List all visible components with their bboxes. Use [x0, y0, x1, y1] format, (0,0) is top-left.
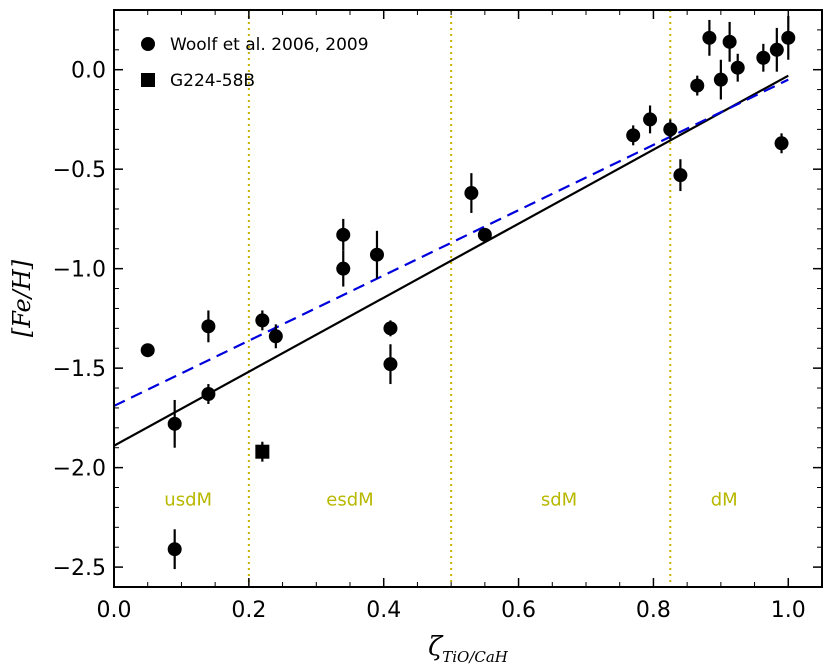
solid-fit-line — [114, 74, 789, 447]
y-tick-label: −1.5 — [53, 357, 106, 382]
region-label-dM: dM — [711, 489, 738, 510]
y-tick-label: −1.0 — [53, 258, 106, 283]
legend-label: Woolf et al. 2006, 2009 — [170, 35, 369, 55]
data-point — [702, 30, 717, 45]
data-point — [255, 313, 270, 328]
x-tick-label: 1.0 — [771, 598, 806, 623]
data-point — [643, 112, 658, 127]
data-point — [730, 60, 745, 75]
data-point — [201, 319, 216, 334]
legend-marker-circle — [141, 37, 155, 51]
data-point — [477, 227, 492, 242]
data-point — [781, 30, 796, 45]
data-point — [369, 247, 384, 262]
x-axis-label: ζTiO/CaH — [428, 632, 509, 664]
plot-frame — [113, 9, 823, 588]
data-point — [626, 128, 641, 143]
data-point — [268, 329, 283, 344]
data-point — [383, 321, 398, 336]
y-axis-label: [Fe/H] — [8, 259, 36, 337]
legend-marker-square — [141, 73, 155, 87]
data-point — [713, 72, 728, 87]
data-point — [769, 42, 784, 57]
data-point — [663, 122, 678, 137]
data-point — [756, 50, 771, 65]
data-point-square — [255, 444, 270, 459]
region-label-sdM: sdM — [541, 489, 577, 510]
x-tick-label: 0.6 — [501, 598, 536, 623]
x-tick-label: 0.8 — [636, 598, 671, 623]
data-point — [336, 227, 351, 242]
data-point — [201, 387, 216, 402]
y-tick-label: 0.0 — [71, 59, 106, 84]
legend-label: G224-58B — [170, 71, 255, 91]
data-point — [464, 186, 479, 201]
data-point — [167, 416, 182, 431]
y-tick-label: −2.0 — [53, 457, 106, 482]
x-tick-label: 0.0 — [97, 598, 132, 623]
data-point — [336, 261, 351, 276]
data-point — [167, 542, 182, 557]
x-tick-label: 0.2 — [231, 598, 266, 623]
data-point — [722, 34, 737, 49]
y-tick-label: −2.5 — [53, 556, 106, 581]
y-tick-label: −0.5 — [53, 158, 106, 183]
region-label-esdM: esdM — [326, 489, 373, 510]
data-point — [774, 136, 789, 151]
plot-area: usdM esdM sdM dM 0.0 0.2 0.4 0.6 0.8 1.0 0.0 −0.5 −1… — [8, 9, 823, 664]
dashed-fit-line — [114, 78, 789, 407]
data-point — [140, 343, 155, 358]
data-point — [673, 168, 688, 183]
data-point — [690, 78, 705, 93]
region-label-usdM: usdM — [164, 489, 212, 510]
data-point — [383, 357, 398, 372]
x-tick-label: 0.4 — [366, 598, 401, 623]
